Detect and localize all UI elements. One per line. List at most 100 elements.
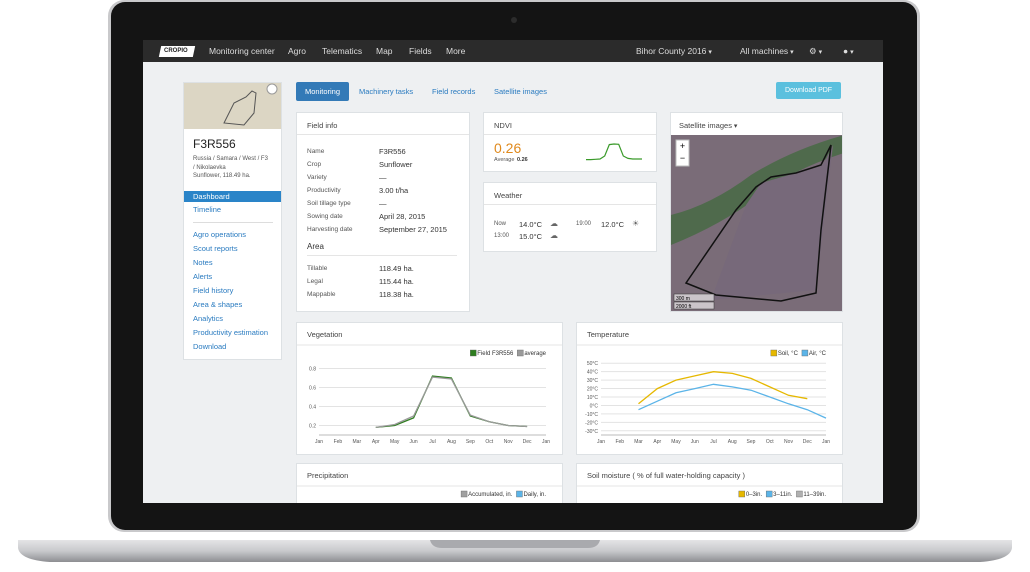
info-value: F3R556 [379,147,406,156]
chart-title: Vegetation [307,330,342,339]
y-tick-label: 30°C [587,378,599,384]
x-tick-label: Aug [447,439,456,445]
y-tick-label: 0°C [590,403,599,409]
x-tick-label: Nov [784,439,793,445]
user-icon[interactable]: ● [843,46,854,56]
x-tick-label: Mar [353,439,362,445]
x-tick-label: Sep [466,439,475,445]
field-address: Russia / Samara / West / F3 [193,156,268,162]
x-tick-label: Apr [653,439,661,445]
tab[interactable]: Monitoring [296,82,350,101]
info-value: September 27, 2015 [379,225,447,234]
area-value: 118.49 ha. [379,264,414,273]
field-address: Sunflower, 118.49 ha. [193,173,251,179]
area-value: 115.44 ha. [379,277,414,286]
y-tick-label: 0.8 [309,367,316,373]
menu-item[interactable]: Analytics [193,314,224,323]
info-label: Harvesting date [307,226,353,233]
nav-item[interactable]: More [446,46,466,56]
area-value: 118.38 ha. [379,290,414,299]
weather-time: 19:00 [576,221,592,227]
nav-dropdown[interactable]: Bihor County 2016 [636,46,712,56]
x-tick-label: Oct [766,439,774,445]
card-title: Field info [307,121,338,130]
card-title[interactable]: Satellite images [679,121,737,130]
ndvi-sparkline [586,143,642,161]
x-tick-label: Jan [542,439,550,445]
chart: Temperature Air, °C Soil, °C 50°C 40°C 30°C 20… [577,330,842,445]
y-tick-label: 20°C [587,387,599,393]
legend-label: Air, °C [809,351,827,357]
card-separator [484,204,656,205]
info-label: Crop [307,161,322,168]
chart-card: Temperature Air, °C Soil, °C 50°C 40°C 30°C 20… [576,322,843,455]
menu-item[interactable]: Agro operations [193,230,246,239]
nav-item[interactable]: Telematics [322,46,363,56]
ndvi-average-label: Average [494,157,515,163]
legend-swatch [796,490,803,498]
menu-item[interactable]: Notes [193,258,213,267]
x-tick-label: Apr [372,439,380,445]
menu-separator [193,222,273,223]
legend-swatch [770,349,778,357]
tab[interactable]: Field records [432,87,476,96]
chart: Soil moisture ( % of full water-holding … [577,471,842,498]
ndvi-card: NDVI 0.26 Average 0.26 [483,112,657,172]
menu-item[interactable]: Productivity estimation [193,328,269,337]
y-tick-label: 10°C [587,395,599,401]
download-button[interactable]: Download PDF [776,82,842,99]
card-title: NDVI [494,121,512,130]
series-line [638,371,808,405]
menu-item[interactable]: Dashboard [184,191,281,202]
nav-item[interactable]: Fields [409,46,432,56]
weather-icon: ☁ [550,219,558,228]
settings-icon[interactable]: ⚙ [809,46,822,57]
info-label: Productivity [307,187,341,194]
field-info-card: Field info Name F3R556 Crop Sunflower Variety… [296,112,470,312]
logo[interactable]: CROPIO [164,48,188,54]
nav-item[interactable]: Monitoring center [209,46,275,56]
nav-item[interactable]: Map [376,46,393,56]
satellite-card: Satellite images + − 300 m 2000 ft [670,112,843,312]
tab[interactable]: Machinery tasks [359,87,414,96]
series-line [375,376,528,429]
x-tick-label: Jan [822,439,830,445]
nav-item[interactable]: Agro [288,46,306,56]
x-tick-label: Jul [429,439,435,445]
y-tick-label: 0.6 [309,386,316,392]
info-value: — [379,173,387,182]
menu-item[interactable]: Download [193,342,227,351]
y-tick-label: 50°C [587,361,599,367]
info-label: Soil tillage type [307,200,351,207]
nav-dropdown[interactable]: All machines [740,46,794,56]
area-label: Tillable [307,265,328,272]
chart: Vegetation average Field F3R556 0.2 0.4 0.6 0.… [297,330,562,445]
scale-bar [673,293,715,302]
sidebar: F3R556 Russia / Samara / West / F3 / Nikol… [183,82,282,360]
legend-swatch [516,490,523,498]
legend-label: 0–3in. [746,492,763,498]
menu-item[interactable]: Timeline [193,205,222,214]
y-tick-label: -30°C [585,429,598,435]
menu-item[interactable]: Alerts [193,272,213,281]
menu-item[interactable]: Area & shapes [193,300,243,309]
ndvi-value: 0.26 [494,140,522,156]
sparkline-line [586,143,642,161]
scale-bar [673,301,715,310]
camera [511,17,517,23]
x-tick-label: Jan [315,439,323,445]
field-thumbnail [184,83,281,129]
menu-item[interactable]: Scout reports [193,244,238,253]
base-notch [430,540,600,548]
field-title: F3R556 [193,137,236,151]
tab[interactable]: Satellite images [494,87,547,96]
legend-label: 11–39in. [803,492,826,498]
legend-swatch [801,349,809,357]
x-tick-label: Jul [710,439,716,445]
menu-item[interactable]: Field history [193,286,234,295]
chart-card: Vegetation average Field F3R556 0.2 0.4 0.6 0.… [296,322,563,455]
x-tick-label: Aug [728,439,737,445]
y-tick-label: 0.2 [309,424,316,430]
info-label: Sowing date [307,213,343,220]
card-separator [297,134,469,135]
